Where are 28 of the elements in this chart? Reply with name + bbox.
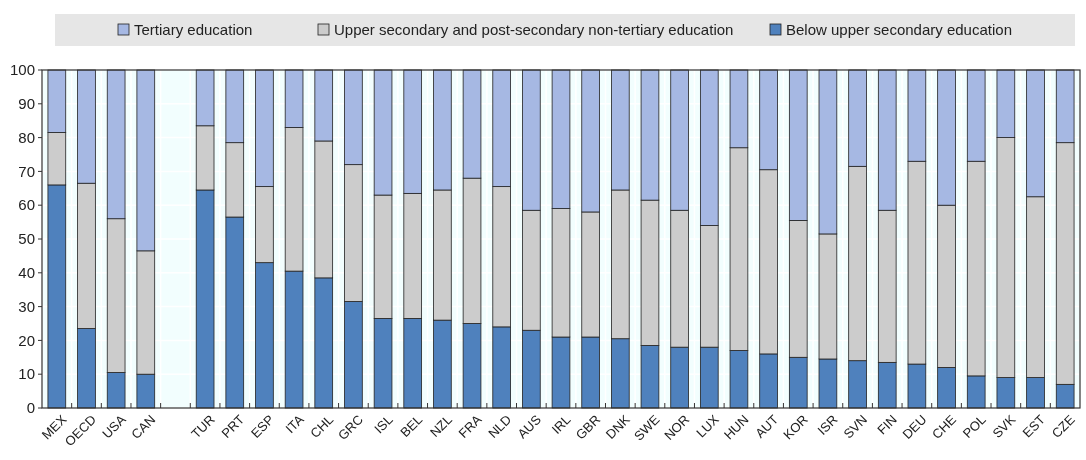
- x-tick-label: NZL: [426, 411, 455, 440]
- x-tick-label: ISR: [814, 411, 841, 438]
- x-tick-label: IRL: [548, 411, 574, 437]
- y-tick-label: 10: [18, 365, 35, 383]
- legend-label: Tertiary education: [134, 21, 253, 38]
- x-tick-label: NLD: [485, 411, 515, 441]
- y-tick-label: 60: [18, 196, 35, 214]
- y-tick-label: 30: [18, 297, 35, 315]
- y-tick-label: 20: [18, 331, 35, 349]
- x-tick-label: POL: [959, 411, 989, 441]
- x-tick-label: USA: [99, 411, 129, 442]
- y-tick-label: 0: [26, 399, 35, 417]
- x-tick-label: ISL: [371, 411, 396, 437]
- x-tick-label: FRA: [455, 411, 485, 441]
- y-tick-label: 90: [18, 95, 35, 113]
- y-tick-label: 80: [18, 128, 35, 146]
- x-tick-label: CZE: [1048, 411, 1078, 441]
- y-tick-label: 70: [18, 162, 35, 180]
- x-tick-label: CHL: [307, 411, 337, 441]
- y-tick-label: 100: [9, 61, 35, 79]
- legend-label: Upper secondary and post-secondary non-tertiary education: [334, 21, 734, 38]
- x-tick-label: BEL: [397, 411, 426, 440]
- x-tick-label: FIN: [874, 411, 900, 438]
- y-tick-label: 40: [18, 264, 35, 282]
- legend-label: Below upper secondary education: [786, 21, 1012, 38]
- x-tick-label: ITA: [282, 411, 307, 437]
- x-tick-label: TUR: [188, 411, 218, 442]
- y-tick-label: 50: [18, 230, 35, 248]
